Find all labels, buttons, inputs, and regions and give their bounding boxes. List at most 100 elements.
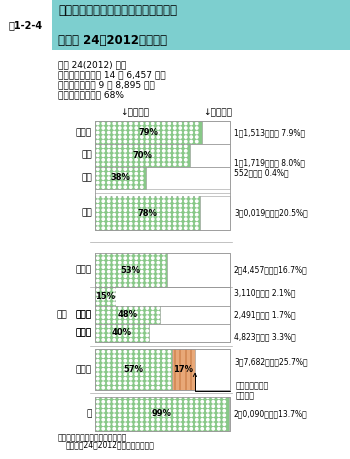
Circle shape xyxy=(184,150,187,152)
Circle shape xyxy=(146,405,148,408)
Text: （平成 24（2012）年度）: （平成 24（2012）年度） xyxy=(58,34,167,46)
Circle shape xyxy=(184,419,187,421)
Circle shape xyxy=(168,369,170,371)
Circle shape xyxy=(157,396,160,398)
Circle shape xyxy=(135,181,138,184)
Circle shape xyxy=(184,396,187,398)
Circle shape xyxy=(146,364,148,366)
Circle shape xyxy=(162,227,165,230)
Circle shape xyxy=(130,339,132,341)
Circle shape xyxy=(179,414,181,416)
Circle shape xyxy=(135,257,138,259)
Circle shape xyxy=(179,200,181,202)
Circle shape xyxy=(157,405,160,408)
Circle shape xyxy=(184,414,187,416)
Circle shape xyxy=(157,386,160,389)
Circle shape xyxy=(102,204,104,207)
Circle shape xyxy=(179,213,181,216)
Circle shape xyxy=(157,270,160,273)
Circle shape xyxy=(102,196,104,198)
Circle shape xyxy=(196,196,198,198)
Circle shape xyxy=(141,262,143,264)
Circle shape xyxy=(102,427,104,430)
Circle shape xyxy=(179,209,181,211)
Circle shape xyxy=(97,200,99,202)
Circle shape xyxy=(97,270,99,273)
Circle shape xyxy=(146,123,148,125)
Circle shape xyxy=(146,382,148,385)
Circle shape xyxy=(97,364,99,366)
Circle shape xyxy=(168,196,170,198)
Circle shape xyxy=(130,311,132,314)
Circle shape xyxy=(152,351,154,353)
Circle shape xyxy=(113,252,116,255)
Circle shape xyxy=(141,423,143,425)
Circle shape xyxy=(157,150,160,152)
Circle shape xyxy=(141,414,143,416)
Circle shape xyxy=(157,223,160,225)
Circle shape xyxy=(174,213,176,216)
Circle shape xyxy=(113,311,116,314)
Circle shape xyxy=(162,163,165,166)
Circle shape xyxy=(152,209,154,211)
Circle shape xyxy=(135,173,138,175)
Circle shape xyxy=(124,223,126,225)
Bar xyxy=(0,0,350,50)
Circle shape xyxy=(135,213,138,216)
Circle shape xyxy=(113,325,116,328)
Circle shape xyxy=(152,377,154,380)
Circle shape xyxy=(124,369,126,371)
Circle shape xyxy=(157,213,160,216)
Circle shape xyxy=(196,227,198,230)
Circle shape xyxy=(152,401,154,403)
Circle shape xyxy=(196,401,198,403)
Circle shape xyxy=(97,145,99,147)
Circle shape xyxy=(141,131,143,134)
Circle shape xyxy=(184,136,187,138)
Circle shape xyxy=(113,270,116,273)
Bar xyxy=(95,306,160,324)
Circle shape xyxy=(113,200,116,202)
Circle shape xyxy=(146,409,148,412)
Bar xyxy=(95,167,146,190)
Circle shape xyxy=(119,339,121,341)
Circle shape xyxy=(135,320,138,323)
Text: 3,110億円（ 2.1%）: 3,110億円（ 2.1%） xyxy=(234,288,295,297)
Circle shape xyxy=(141,168,143,170)
Circle shape xyxy=(168,382,170,385)
Circle shape xyxy=(141,159,143,161)
Circle shape xyxy=(157,136,160,138)
Circle shape xyxy=(113,351,116,353)
Circle shape xyxy=(97,163,99,166)
Circle shape xyxy=(157,307,160,309)
Circle shape xyxy=(190,204,192,207)
Circle shape xyxy=(212,427,215,430)
Circle shape xyxy=(206,401,209,403)
Circle shape xyxy=(102,330,104,332)
Circle shape xyxy=(162,270,165,273)
Text: 40%: 40% xyxy=(112,329,132,337)
Circle shape xyxy=(102,123,104,125)
Circle shape xyxy=(113,209,116,211)
Circle shape xyxy=(119,159,121,161)
Circle shape xyxy=(102,262,104,264)
Circle shape xyxy=(107,298,110,300)
Circle shape xyxy=(124,127,126,129)
Circle shape xyxy=(157,275,160,277)
Circle shape xyxy=(168,159,170,161)
Circle shape xyxy=(135,163,138,166)
Circle shape xyxy=(174,218,176,220)
Bar xyxy=(95,349,230,390)
Circle shape xyxy=(179,123,181,125)
Circle shape xyxy=(113,257,116,259)
Circle shape xyxy=(196,405,198,408)
Circle shape xyxy=(107,213,110,216)
Circle shape xyxy=(97,396,99,398)
Circle shape xyxy=(130,177,132,179)
Circle shape xyxy=(157,419,160,421)
Circle shape xyxy=(119,423,121,425)
Circle shape xyxy=(141,177,143,179)
Circle shape xyxy=(162,382,165,385)
Circle shape xyxy=(113,213,116,216)
Circle shape xyxy=(168,405,170,408)
